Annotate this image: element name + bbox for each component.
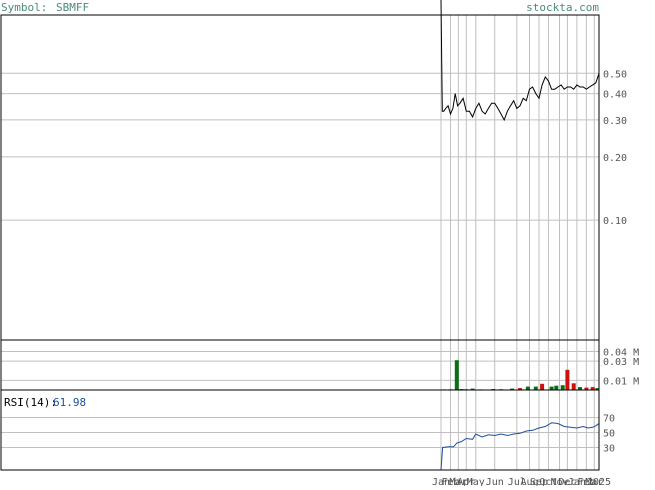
x-tick-label: Jul [508,477,526,486]
volume-tick-label: 0.04 M [603,348,639,359]
x-tick-label: Feb [441,477,459,486]
rsi-tick-label: 70 [603,414,615,425]
volume-bar [525,386,530,390]
volume-panel-frame [0,339,600,391]
volume-bar [549,386,554,390]
volume-bar [540,383,545,391]
x-tick-label: Nov [550,477,568,486]
volume-bar [571,383,576,390]
rsi-tick-label: 50 [603,429,615,440]
volume-bar [584,387,589,390]
price-line [440,0,600,122]
x-tick-label: Aug [520,477,538,486]
price-panel-frame [0,14,600,341]
volume-bar [578,387,582,390]
rsi-line [440,422,600,471]
price-tick-label: 0.10 [603,216,627,227]
volume-bar [554,385,559,390]
rsi-panel-frame [0,389,600,471]
x-tick-label: Mar [585,477,603,486]
site-brand: stockta.com [526,1,599,14]
volume-bar [510,388,515,390]
x-tick-label: 2025 [587,477,611,486]
x-tick-label: Jan [432,477,450,486]
x-tick-label: Jun [486,477,504,486]
rsi-tick-label: 30 [603,444,615,455]
x-tick-label: Sep [530,477,548,486]
volume-bar [533,386,538,390]
volume-bar [565,369,570,390]
volume-bar [595,388,600,390]
x-tick-label: Oct [539,477,557,486]
volume-bar [590,387,595,390]
price-tick-label: 0.40 [603,90,627,101]
rsi-label: RSI(14): [4,396,57,409]
volume-bar [454,360,459,390]
volume-tick-label: 0.03 M [603,357,639,368]
symbol-label: Symbol: [1,1,47,14]
x-tick-label: Feb [577,477,595,486]
volume-bar [560,385,565,390]
volume-bar [470,388,475,390]
volume-tick-label: 0.01 M [603,376,639,387]
symbol-value: SBMFF [56,1,89,14]
x-tick-label: Dec [558,477,576,486]
x-tick-label: Apr [457,477,475,486]
price-tick-label: 0.20 [603,153,627,164]
price-tick-label: 0.50 [603,69,627,80]
x-tick-label: Mar [449,477,467,486]
x-tick-label: May [467,477,485,486]
rsi-value: 61.98 [53,396,86,409]
x-tick-label: Jan [568,477,586,486]
price-tick-label: 0.30 [603,116,627,127]
volume-bar [518,388,522,390]
